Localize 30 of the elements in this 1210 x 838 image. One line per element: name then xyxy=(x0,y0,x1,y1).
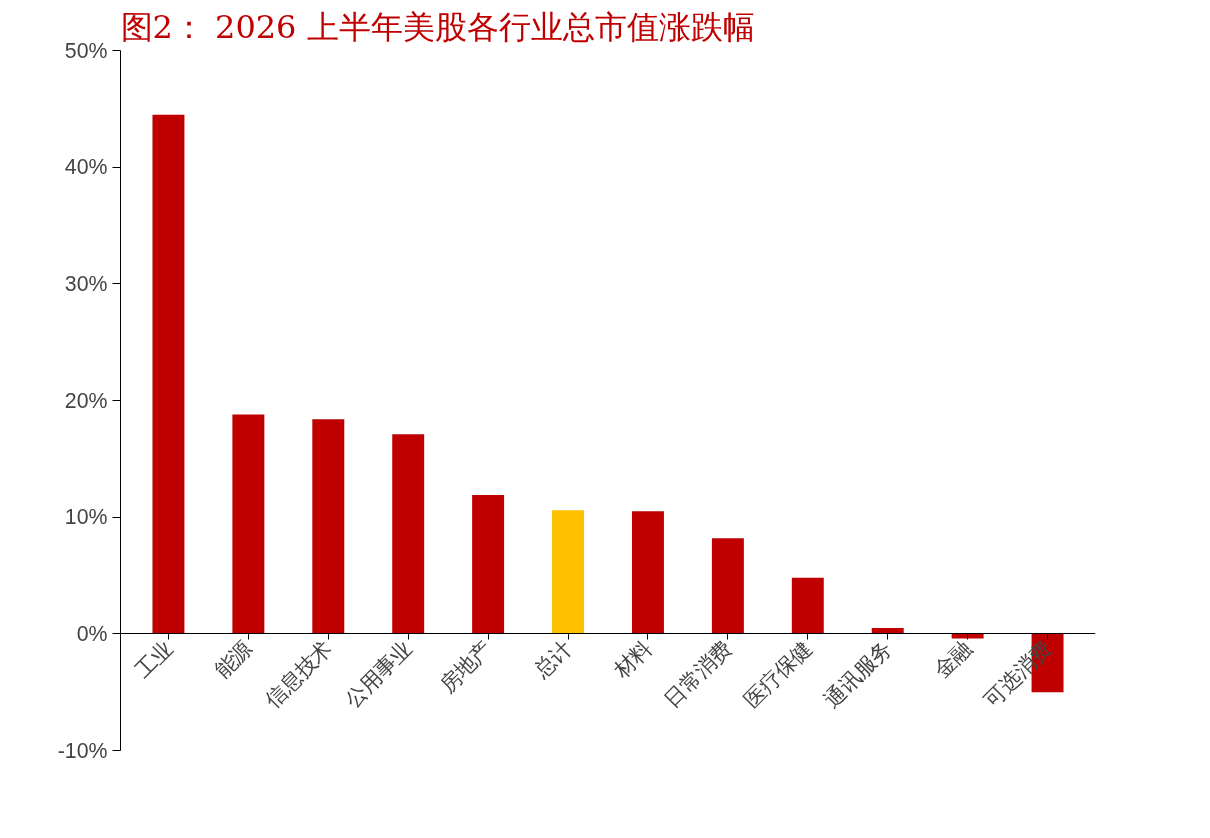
bar xyxy=(631,511,664,634)
x-tick-label: 日常消费 xyxy=(659,636,737,713)
x-tick-label: 公用事业 xyxy=(340,636,417,713)
x-tick-label: 可选消费 xyxy=(979,636,1057,713)
x-tick-label: 工业 xyxy=(130,636,177,684)
x-tick-label: 医疗保健 xyxy=(739,636,817,713)
bar xyxy=(392,434,425,634)
y-tick-label: -10% xyxy=(57,738,108,763)
bar xyxy=(152,114,185,634)
y-tick-label: 20% xyxy=(64,388,108,413)
x-tick-label: 金融 xyxy=(929,636,977,684)
chart-title: 图2： 2026 上半年美股各行业总市值涨跌幅 xyxy=(120,7,755,46)
bar xyxy=(951,633,984,639)
x-tick-label: 材料 xyxy=(609,636,657,684)
y-tick-label: 30% xyxy=(64,271,108,296)
bar xyxy=(711,538,744,634)
x-tick-label: 通讯服务 xyxy=(819,636,897,713)
y-tick-label: 40% xyxy=(64,155,108,180)
bar xyxy=(232,414,265,634)
y-tick-label: 0% xyxy=(76,621,108,646)
x-tick-label: 总计 xyxy=(529,636,577,684)
bar xyxy=(312,419,345,634)
x-tick-label: 信息技术 xyxy=(260,636,337,713)
bar xyxy=(472,495,505,634)
x-tick-label: 能源 xyxy=(210,636,257,684)
x-tick-label: 房地产 xyxy=(435,636,497,698)
y-tick-label: 50% xyxy=(64,38,108,63)
y-tick-label: 10% xyxy=(64,505,108,530)
bar xyxy=(552,510,585,634)
bar xyxy=(791,577,824,634)
